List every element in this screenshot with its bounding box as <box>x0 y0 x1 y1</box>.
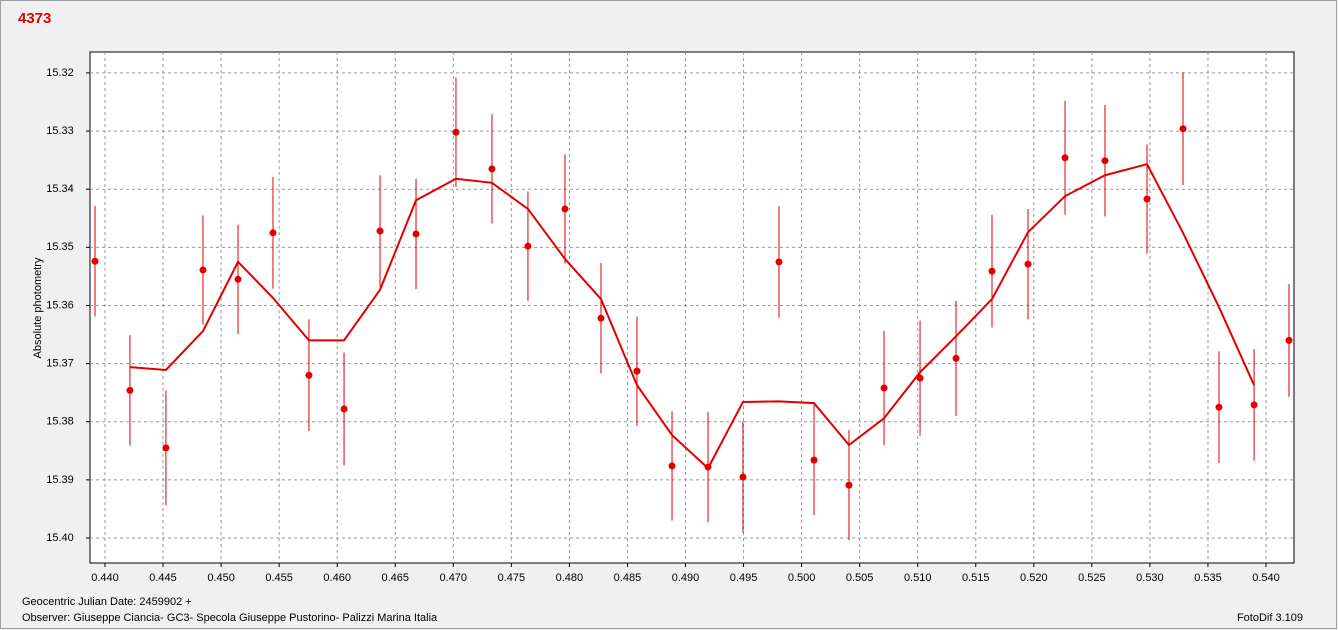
data-point <box>1101 157 1109 165</box>
x-tick-label: 0.450 <box>207 572 235 584</box>
y-tick-label: 15.39 <box>46 474 74 486</box>
data-point <box>1143 195 1151 203</box>
data-point <box>739 473 747 481</box>
x-tick-label: 0.475 <box>498 572 526 584</box>
data-point <box>234 275 242 283</box>
y-tick-label: 15.34 <box>46 183 74 195</box>
data-point <box>162 444 170 452</box>
software: FotoDif 3.109 <box>1237 612 1303 624</box>
data-point <box>704 463 712 471</box>
x-tick-label: 0.520 <box>1020 572 1048 584</box>
x-tick-label: 0.505 <box>846 572 874 584</box>
data-point <box>561 205 569 213</box>
data-point <box>452 128 460 136</box>
data-point <box>810 456 818 464</box>
y-tick-label: 15.40 <box>46 532 74 544</box>
x-tick-label: 0.530 <box>1136 572 1164 584</box>
x-tick-label: 0.480 <box>556 572 584 584</box>
data-point <box>376 227 384 235</box>
data-point <box>1179 125 1187 133</box>
data-point <box>916 374 924 382</box>
footer-observer: Observer: Giuseppe Ciancia- GC3- Specola… <box>22 612 438 624</box>
fit-line <box>129 163 1255 470</box>
x-tick-label: 0.445 <box>149 572 177 584</box>
data-point <box>633 367 641 375</box>
data-point <box>668 462 676 470</box>
chart-title: 4373 <box>18 10 51 27</box>
data-point <box>1250 401 1258 409</box>
x-tick-label: 0.455 <box>265 572 293 584</box>
footer-date: Geocentric Julian Date: 2459902 + <box>22 596 192 608</box>
x-tick-label: 0.470 <box>440 572 468 584</box>
x-tick-label: 0.525 <box>1078 572 1106 584</box>
data-point <box>488 165 496 173</box>
data-point <box>880 384 888 392</box>
data-point <box>597 314 605 322</box>
data-point <box>305 371 313 379</box>
data-point <box>845 481 853 489</box>
x-tick-label: 0.465 <box>381 572 409 584</box>
data-point <box>126 386 134 394</box>
data-point <box>1215 403 1223 411</box>
data-point <box>91 257 99 265</box>
plot-area <box>89 51 1295 564</box>
y-tick-label: 15.35 <box>46 241 74 253</box>
data-point <box>1061 154 1069 162</box>
x-tick-label: 0.500 <box>788 572 816 584</box>
x-tick-label: 0.540 <box>1252 572 1280 584</box>
data-point <box>340 405 348 413</box>
x-tick-label: 0.440 <box>91 572 119 584</box>
x-tick-label: 0.535 <box>1194 572 1222 584</box>
y-tick-label: 15.38 <box>46 416 74 428</box>
x-tick-label: 0.515 <box>962 572 990 584</box>
y-axis-label: Absolute photometry <box>32 257 44 358</box>
data-point <box>775 258 783 266</box>
x-tick-label: 0.510 <box>904 572 932 584</box>
data-point <box>199 266 207 274</box>
x-tick-label: 0.485 <box>614 572 642 584</box>
x-tick-label: 0.490 <box>672 572 700 584</box>
x-tick-label: 0.460 <box>323 572 351 584</box>
data-point <box>1285 336 1293 344</box>
data-point <box>412 230 420 238</box>
data-point <box>1024 260 1032 268</box>
y-tick-label: 15.37 <box>46 358 74 370</box>
data-point <box>952 354 960 362</box>
data-point <box>269 229 277 237</box>
y-tick-label: 15.33 <box>46 125 74 137</box>
data-point <box>524 242 532 250</box>
y-tick-label: 15.36 <box>46 299 74 311</box>
x-tick-label: 0.495 <box>730 572 758 584</box>
data-point <box>988 267 996 275</box>
y-tick-label: 15.32 <box>46 67 74 79</box>
